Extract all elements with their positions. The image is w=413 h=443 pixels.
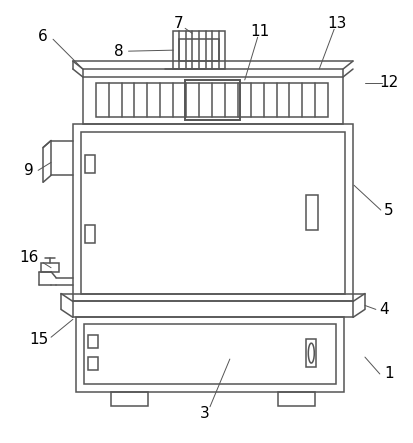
Bar bbox=[81, 132, 345, 294]
Text: 1: 1 bbox=[384, 366, 394, 381]
Text: 7: 7 bbox=[173, 16, 183, 31]
Text: 12: 12 bbox=[379, 75, 399, 90]
Bar bbox=[41, 263, 59, 272]
Text: 13: 13 bbox=[328, 16, 347, 31]
Bar bbox=[306, 195, 318, 230]
Bar bbox=[88, 357, 98, 370]
Bar bbox=[84, 324, 336, 384]
Text: 16: 16 bbox=[19, 250, 39, 265]
Bar bbox=[306, 339, 316, 367]
Bar bbox=[85, 155, 95, 173]
Bar bbox=[83, 69, 343, 124]
Text: 6: 6 bbox=[38, 29, 48, 44]
Bar bbox=[185, 80, 240, 120]
Bar bbox=[179, 39, 219, 61]
Bar bbox=[96, 83, 328, 117]
Text: 15: 15 bbox=[29, 332, 49, 347]
Text: 8: 8 bbox=[114, 44, 123, 58]
Bar bbox=[73, 124, 353, 301]
Text: 4: 4 bbox=[379, 302, 389, 317]
Bar bbox=[88, 335, 98, 348]
Text: 9: 9 bbox=[24, 163, 34, 178]
Bar bbox=[278, 392, 315, 406]
Bar bbox=[73, 301, 353, 317]
Bar bbox=[173, 31, 225, 69]
Text: 5: 5 bbox=[384, 202, 394, 218]
Bar bbox=[111, 392, 148, 406]
Text: 11: 11 bbox=[250, 24, 269, 39]
Bar bbox=[76, 317, 344, 392]
Text: 3: 3 bbox=[200, 406, 210, 421]
Bar bbox=[85, 225, 95, 243]
